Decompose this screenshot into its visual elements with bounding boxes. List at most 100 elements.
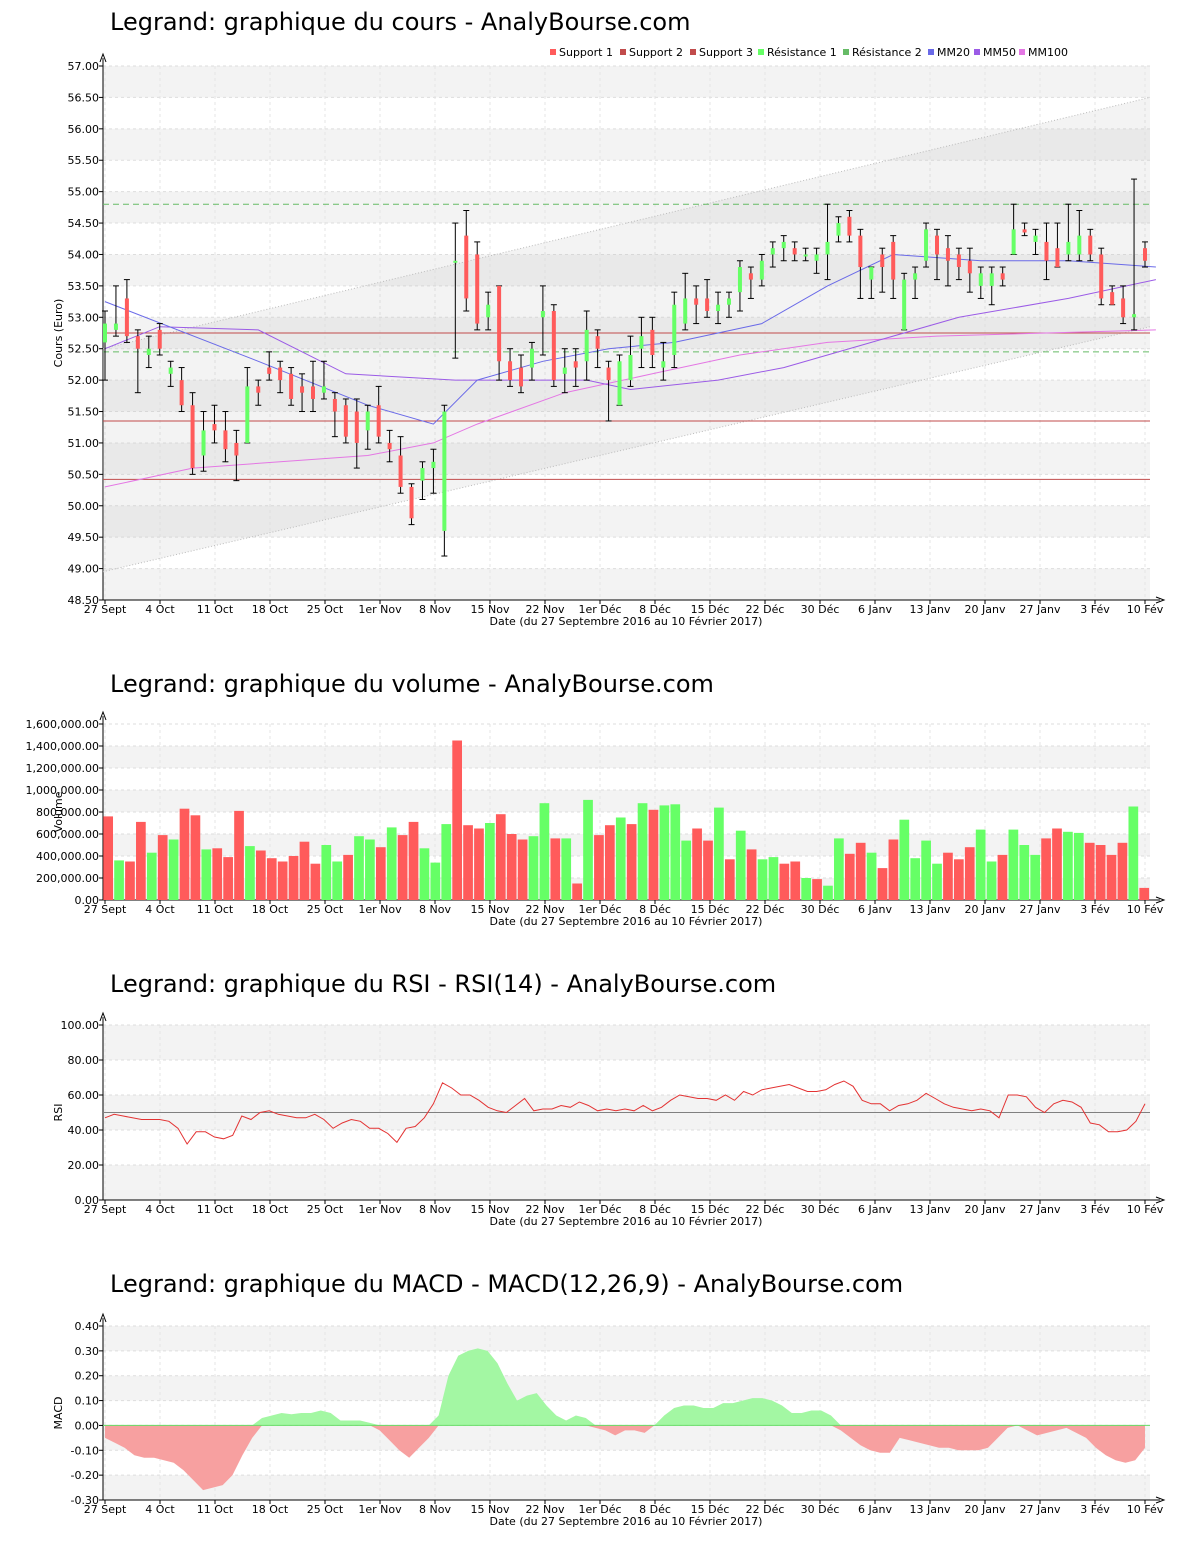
candle-body bbox=[234, 442, 239, 456]
x-tick-label: 11 Oct bbox=[197, 903, 234, 916]
candle-body bbox=[880, 254, 885, 268]
candle-body bbox=[989, 273, 994, 286]
x-tick-label: 8 Nov bbox=[419, 1203, 451, 1216]
y-tick-label: 57.00 bbox=[68, 60, 100, 73]
candle-body bbox=[716, 304, 721, 312]
candle bbox=[320, 360, 327, 400]
x-tick-label: 1er Nov bbox=[358, 1203, 402, 1216]
candle bbox=[145, 335, 152, 369]
volume-bar bbox=[234, 810, 244, 900]
legend-swatch bbox=[758, 49, 764, 55]
candle bbox=[233, 429, 240, 482]
legend-label: Résistance 1 bbox=[767, 46, 837, 59]
candle bbox=[518, 354, 524, 394]
volume-chart-title: Legrand: graphique du volume - AnalyBour… bbox=[110, 670, 714, 698]
volume-bar bbox=[844, 853, 855, 900]
x-tick-label: 3 Fév bbox=[1080, 903, 1110, 916]
volume-bar bbox=[910, 858, 921, 900]
x-tick-label: 8 Déc bbox=[639, 903, 671, 916]
candle-body bbox=[935, 235, 939, 255]
candle bbox=[474, 241, 481, 331]
candle-body bbox=[354, 411, 359, 443]
x-tick-label: 15 Nov bbox=[471, 603, 510, 616]
candle bbox=[1043, 222, 1050, 281]
candle-body bbox=[135, 336, 140, 349]
macd-negative-area bbox=[105, 1425, 1145, 1491]
volume-bar bbox=[495, 814, 506, 900]
x-axis-label: Date (du 27 Septembre 2016 au 10 Février… bbox=[490, 1515, 763, 1528]
candle-body bbox=[168, 367, 173, 374]
candle-body bbox=[639, 336, 644, 349]
x-tick-label: 1er Nov bbox=[358, 1503, 402, 1516]
candle-body bbox=[1033, 235, 1038, 242]
candle-body bbox=[628, 354, 633, 381]
volume-bar bbox=[714, 807, 724, 900]
x-tick-label: 8 Nov bbox=[419, 903, 451, 916]
candle bbox=[134, 329, 141, 394]
candle-body bbox=[1132, 314, 1137, 318]
volume-bar bbox=[430, 862, 441, 900]
volume-bar bbox=[855, 842, 866, 900]
candle bbox=[485, 291, 492, 331]
candle bbox=[452, 222, 459, 359]
x-tick-label: 27 Sept bbox=[84, 1503, 127, 1516]
x-tick-label: 13 Janv bbox=[910, 1503, 951, 1516]
candle bbox=[758, 253, 765, 287]
candle bbox=[616, 354, 623, 406]
volume-bar bbox=[823, 885, 833, 900]
candle-body bbox=[617, 361, 622, 406]
grid-band bbox=[103, 790, 1150, 812]
candle bbox=[846, 209, 853, 243]
x-tick-label: 8 Déc bbox=[639, 1203, 671, 1216]
y-tick-label: 0.40 bbox=[75, 1320, 100, 1333]
grid-band bbox=[103, 505, 1150, 538]
candle-body bbox=[759, 260, 764, 280]
candle bbox=[572, 348, 579, 387]
volume-bar bbox=[506, 834, 517, 900]
candle-body bbox=[595, 336, 600, 349]
candle bbox=[299, 373, 306, 413]
candle bbox=[277, 360, 284, 394]
candle bbox=[649, 316, 656, 369]
volume-bar bbox=[866, 852, 877, 900]
x-tick-label: 30 Déc bbox=[801, 903, 840, 916]
candle-body bbox=[902, 279, 907, 330]
candle-body bbox=[869, 267, 874, 280]
volume-bar bbox=[332, 861, 343, 900]
candle bbox=[1032, 228, 1039, 255]
grid-band bbox=[103, 878, 1150, 900]
y-tick-label: 56.50 bbox=[68, 91, 100, 104]
candle-body bbox=[551, 311, 556, 381]
candle-body bbox=[1121, 298, 1126, 318]
candle-body bbox=[836, 223, 841, 236]
volume-bar bbox=[888, 839, 899, 900]
volume-bar bbox=[441, 824, 452, 900]
y-tick-label: 53.00 bbox=[68, 311, 100, 324]
candle bbox=[364, 404, 371, 450]
volume-bar bbox=[583, 799, 593, 900]
volume-bar bbox=[288, 856, 299, 900]
x-axis-label: Date (du 27 Septembre 2016 au 10 Février… bbox=[490, 915, 763, 928]
grid-band bbox=[103, 568, 1150, 600]
candle-body bbox=[267, 367, 272, 374]
x-tick-label: 8 Nov bbox=[419, 603, 451, 616]
x-tick-label: 11 Oct bbox=[197, 1203, 234, 1216]
grid-band bbox=[103, 1326, 1150, 1351]
volume-bar bbox=[179, 808, 190, 900]
volume-bar bbox=[626, 824, 637, 900]
volume-bar bbox=[790, 861, 801, 900]
y-axis-label: RSI bbox=[52, 1104, 65, 1122]
rsi-chart-panel: Legrand: graphique du RSI - RSI(14) - An… bbox=[0, 962, 1200, 1234]
volume-bar bbox=[932, 863, 942, 900]
candle-body bbox=[737, 267, 742, 293]
x-tick-label: 8 Déc bbox=[639, 603, 671, 616]
x-tick-label: 22 Nov bbox=[526, 1203, 565, 1216]
candle bbox=[123, 279, 130, 343]
x-axis-arrow bbox=[1155, 1196, 1166, 1204]
grid-band bbox=[103, 66, 1150, 98]
x-tick-label: 18 Oct bbox=[252, 603, 289, 616]
volume-bar bbox=[801, 878, 812, 900]
candle-body bbox=[300, 386, 305, 393]
candle-body bbox=[464, 235, 469, 299]
candle bbox=[879, 247, 886, 293]
